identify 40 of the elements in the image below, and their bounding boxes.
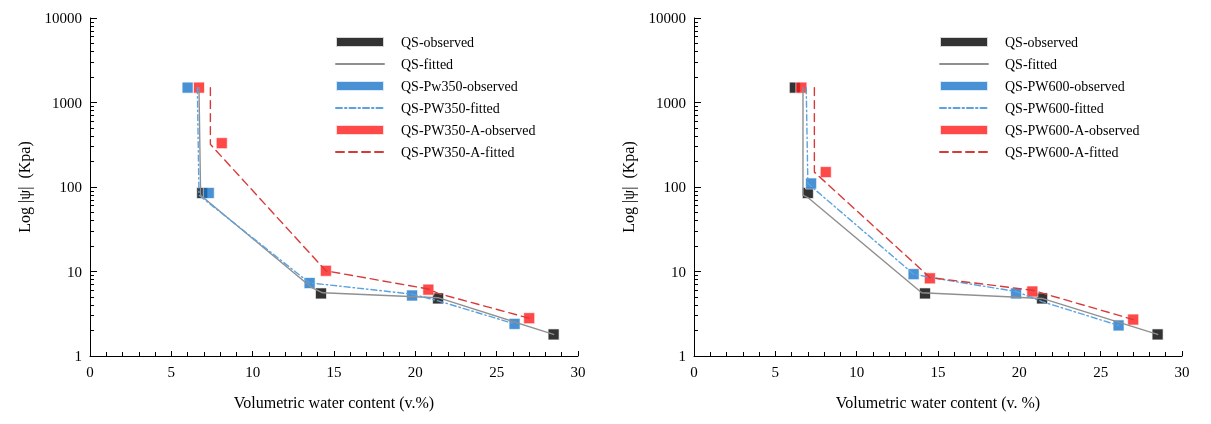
x-tick-label: 20 — [1011, 363, 1027, 380]
legend-label: QS-fitted — [401, 56, 454, 72]
legend-label: QS-observed — [1005, 34, 1079, 50]
y-axis-title: Log |ψ| (Kpa) — [619, 141, 638, 233]
legend-label: QS-Pw350-observed — [401, 78, 518, 94]
legend-label: QS-PW600-fitted — [1005, 100, 1104, 116]
y-tick-label: 100 — [59, 179, 82, 195]
x-tick-label: 30 — [570, 363, 586, 380]
y-tick-label: 10 — [671, 263, 686, 280]
y-tick-label: 100 — [663, 179, 686, 195]
legend-label: QS-observed — [401, 34, 475, 50]
legend-label: QS-PW350-A-observed — [401, 122, 536, 138]
x-tick-label: 5 — [771, 363, 780, 380]
legend-label: QS-fitted — [1005, 56, 1058, 72]
x-tick-label: 10 — [849, 363, 865, 380]
y-tick-label: 1 — [678, 348, 686, 364]
x-tick-label: 0 — [690, 363, 698, 380]
x-tick-label: 25 — [1093, 363, 1109, 380]
x-tick-label: 0 — [86, 363, 94, 380]
y-tick-label: 1000 — [52, 94, 82, 111]
y-tick-label: 1 — [74, 348, 82, 364]
x-axis-title: Volumetric water content (v. %) — [835, 393, 1041, 412]
x-tick-label: 10 — [245, 363, 261, 380]
y-tick-label: 1000 — [656, 94, 686, 111]
legend-label: QS-PW350-fitted — [401, 100, 500, 116]
x-tick-label: 30 — [1174, 363, 1190, 380]
x-tick-label: 20 — [407, 363, 423, 380]
y-tick-label: 10000 — [648, 10, 686, 26]
y-tick-label: 10 — [67, 263, 82, 280]
x-tick-label: 15 — [930, 363, 946, 380]
legend-label: QS-PW600-A-observed — [1005, 122, 1140, 138]
legend-label: QS-PW600-A-fitted — [1005, 144, 1119, 160]
y-tick-label: 10000 — [44, 10, 82, 26]
x-tick-label: 15 — [326, 363, 342, 380]
x-tick-label: 5 — [167, 363, 176, 380]
legend-label: QS-PW350-A-fitted — [401, 144, 515, 160]
x-axis-title: Volumetric water content (v.%) — [233, 393, 435, 412]
y-axis-title: Log |ψ| (Kpa) — [15, 141, 34, 233]
legend-label: QS-PW600-observed — [1005, 78, 1125, 94]
x-tick-label: 25 — [489, 363, 505, 380]
